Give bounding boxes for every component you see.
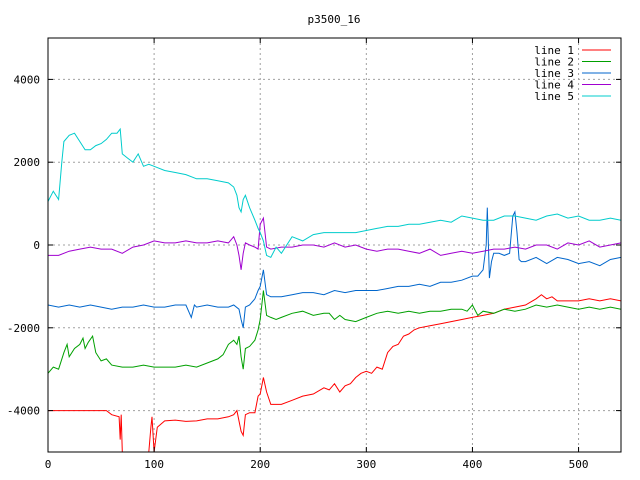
x-tick-label: 0 [45,458,52,471]
x-tick-label: 100 [144,458,164,471]
y-tick-label: -4000 [7,405,40,418]
series-line-2 [48,290,621,374]
chart-title: p3500_16 [308,13,361,26]
y-tick-label: 0 [33,239,40,252]
x-tick-label: 400 [463,458,483,471]
series-line-3 [48,207,621,328]
legend-label: line 2 [534,56,574,69]
tick-labels: 0 100 200 300 400 500 -4000 -2000 0 2000 4000 [7,38,621,471]
x-tick-label: 300 [356,458,376,471]
grid [48,38,621,452]
legend-label: line 3 [534,67,574,80]
plot-frame [47,37,622,453]
x-tick-label: 500 [569,458,589,471]
legend-label: line 5 [534,90,574,103]
series-line-1 [48,294,621,452]
series-group [48,127,621,452]
y-tick-label: -2000 [7,322,40,335]
y-tick-label: 4000 [14,73,41,86]
legend-label: line 1 [534,44,574,57]
x-tick-label: 200 [250,458,270,471]
series-line-4 [48,216,621,270]
y-tick-label: 2000 [14,156,41,169]
series-line-5 [48,127,621,259]
legend-label: line 4 [534,79,574,92]
